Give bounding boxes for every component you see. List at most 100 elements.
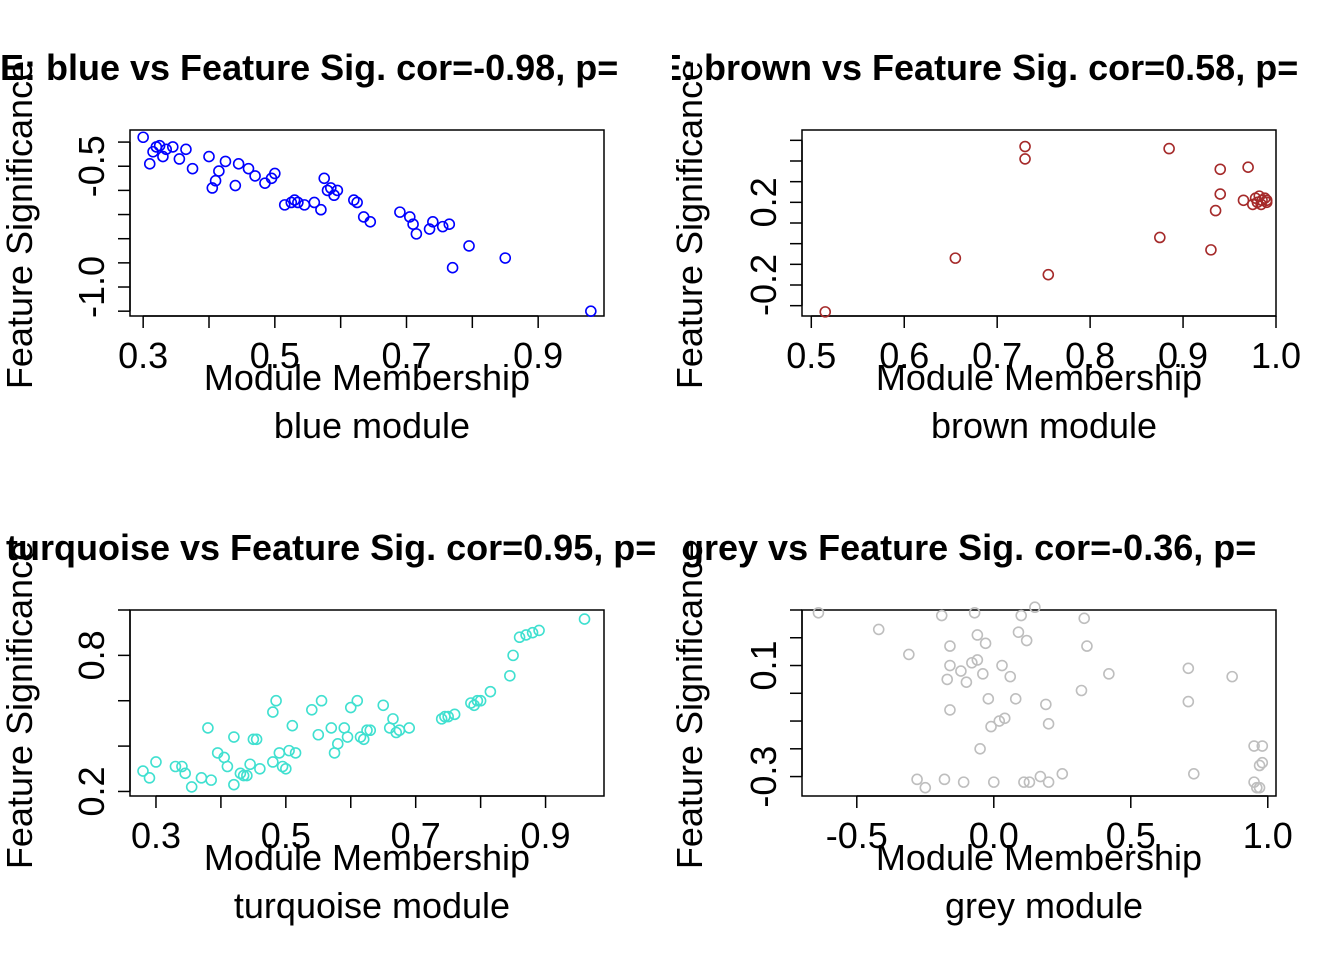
data-point: [249, 170, 261, 182]
data-point: [1103, 668, 1115, 680]
data-point: [410, 228, 423, 240]
data-point: [578, 613, 591, 625]
data-point: [448, 708, 461, 721]
data-point: [325, 722, 338, 734]
data-point: [306, 704, 318, 716]
data-point: [280, 762, 292, 775]
x-tick-label: 0.3: [131, 815, 181, 856]
y-axis: -0.3 0.1: [743, 609, 803, 808]
data-point: [315, 203, 327, 216]
data-point: [935, 609, 948, 622]
data-point: [1009, 693, 1022, 705]
data-point: [968, 606, 981, 619]
data-point: [993, 715, 1006, 727]
x-tick-label: 0.9: [513, 335, 563, 376]
x-tick-label: 0.3: [118, 335, 168, 376]
data-point: [533, 624, 545, 637]
data-point: [254, 762, 266, 775]
data-point: [979, 637, 992, 650]
data-point: [344, 701, 357, 714]
data-point: [443, 218, 456, 231]
x-axis-label: Module Membership: [204, 357, 530, 398]
data-point: [526, 626, 539, 639]
data-point: [348, 194, 360, 206]
data-point: [1029, 601, 1041, 614]
data-point: [949, 252, 962, 264]
data-point: [179, 767, 191, 780]
x-axis: -0.5 0.0 0.5 1.0: [826, 795, 1293, 856]
data-point: [228, 778, 240, 791]
data-point: [812, 606, 825, 619]
data-point: [341, 731, 354, 743]
data-point: [364, 724, 377, 737]
data-point: [1182, 695, 1195, 708]
data-point: [474, 694, 487, 707]
y-axis: -0.2 0.2: [743, 139, 803, 316]
y-tick-label: 0.2: [71, 766, 112, 816]
data-point: [1056, 767, 1069, 780]
data-point: [285, 196, 298, 209]
data-point: [269, 167, 281, 180]
x-tick-label: 0.5: [786, 335, 836, 376]
data-point: [315, 694, 328, 707]
data-point: [364, 215, 377, 228]
x-tick-label: 0.8: [1065, 335, 1115, 376]
data-point: [944, 659, 956, 672]
data-point: [143, 158, 156, 170]
data-point: [1248, 740, 1260, 752]
data-point: [974, 743, 986, 755]
data-point: [331, 738, 344, 750]
data-point: [270, 694, 282, 707]
x-axis-sublabel: grey module: [945, 885, 1143, 926]
x-axis-label: Module Membership: [876, 357, 1202, 398]
data-point: [499, 252, 512, 264]
data-point: [206, 182, 219, 194]
data-point: [1020, 634, 1033, 647]
data-point: [471, 694, 484, 707]
data-point: [1214, 188, 1227, 200]
data-point: [520, 629, 532, 641]
data-point: [250, 733, 263, 746]
data-point: [1163, 142, 1175, 155]
data-point: [137, 131, 149, 144]
data-point: [1205, 244, 1217, 256]
data-point: [241, 769, 253, 782]
data-point: [585, 305, 597, 317]
data-point: [229, 179, 242, 192]
data-point: [267, 706, 279, 718]
y-axis-label: Feature Significance: [0, 61, 40, 389]
x-tick-label: -0.5: [826, 815, 888, 856]
data-point: [1018, 776, 1030, 788]
data-point: [203, 150, 215, 163]
data-point: [205, 774, 217, 786]
data-point: [1015, 609, 1027, 622]
x-axis-sublabel: blue module: [274, 405, 470, 446]
data-point: [977, 668, 989, 680]
data-point: [351, 196, 363, 209]
data-point: [387, 713, 399, 725]
data-point: [219, 155, 232, 168]
data-point: [403, 211, 416, 223]
data-point: [941, 673, 954, 686]
data-point: [186, 162, 199, 175]
data-point: [872, 623, 885, 636]
panel-title: E: turquoise vs Feature Sig. cor=0.95, p…: [0, 527, 656, 568]
data-point: [938, 773, 951, 786]
data-point: [1019, 153, 1031, 165]
data-point: [463, 240, 475, 252]
data-points: [137, 613, 591, 793]
data-point: [143, 772, 156, 784]
y-axis-label: Feature Significance: [669, 61, 710, 389]
data-point: [1042, 776, 1055, 788]
y-axis: -1.0 -0.5: [71, 135, 131, 318]
x-tick-label: 0.9: [1158, 335, 1208, 376]
x-tick-label: 0.7: [972, 335, 1022, 376]
x-tick-label: 0.5: [250, 335, 300, 376]
data-point: [185, 781, 198, 793]
data-point: [137, 765, 149, 777]
data-point: [957, 776, 970, 788]
y-tick-label: -1.0: [71, 256, 112, 318]
y-tick-label: 0.8: [71, 630, 112, 680]
data-point: [504, 669, 516, 682]
data-point: [150, 756, 162, 768]
